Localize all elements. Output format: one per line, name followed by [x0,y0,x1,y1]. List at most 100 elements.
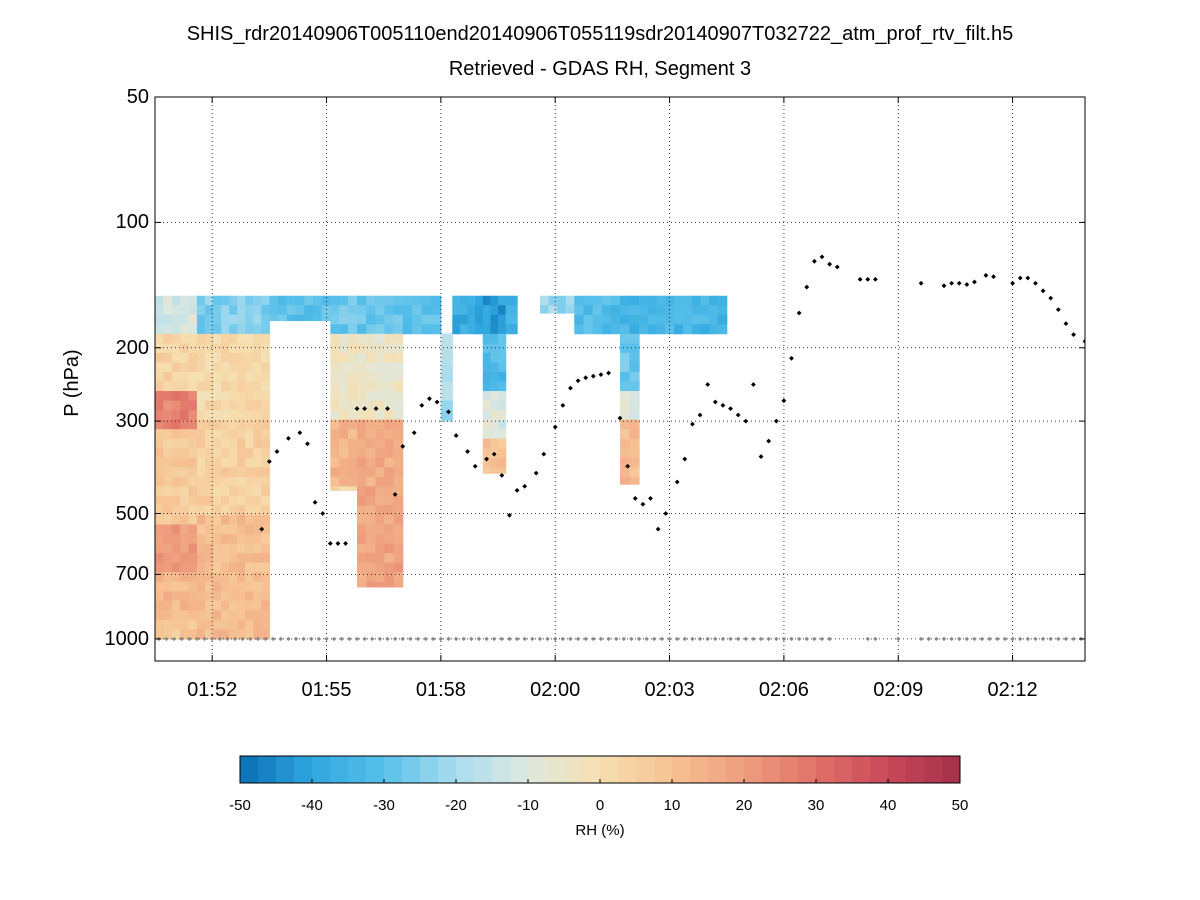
colorbar-segment [762,756,781,783]
heatmap-cell [253,514,262,526]
heatmap-region [505,295,518,335]
heatmap-cell [213,324,222,335]
heatmap-cell [629,343,640,354]
heatmap-cell [357,486,367,497]
heatmap-cell [221,429,230,440]
heatmap-cell [171,419,181,430]
heatmap-cell [188,467,198,478]
heatmap-cell [700,295,710,306]
colorbar-segment [564,756,583,783]
heatmap-cell [375,400,386,411]
heatmap-cell [171,343,181,354]
heatmap-cell [261,534,270,545]
heatmap-cell [204,457,214,468]
heatmap-cell [163,381,173,392]
heatmap-cell [253,457,262,468]
colorbar-segment [654,756,673,783]
heatmap-cell [482,410,492,421]
heatmap-cell [245,410,254,421]
heatmap-cell [665,314,675,325]
cloud-top-marker [682,456,688,462]
cloud-top-marker [343,541,348,546]
heatmap-cell [188,591,198,602]
heatmap-cell [321,305,331,316]
cloud-top-marker [419,402,425,408]
y-tick-label: 700 [115,563,149,586]
heatmap-cell [188,610,198,621]
heatmap-cell [204,524,214,535]
heatmap-cell [213,476,222,487]
surface-marker [758,636,764,642]
heatmap-cell [245,495,254,507]
colorbar-tick-label: 40 [879,797,897,814]
heatmap-cell [348,457,358,468]
surface-marker [789,636,794,642]
cloud-top-marker [1048,295,1054,301]
heatmap-cell [330,400,340,411]
heatmap-cell [498,438,507,449]
heatmap-cell [620,467,631,478]
heatmap-cell [188,553,198,564]
heatmap-cell [171,391,181,402]
y-tick-label: 50 [126,86,149,108]
heatmap-cell [366,543,376,554]
heatmap-cell [155,343,164,354]
heatmap-cell [384,324,395,335]
heatmap-cell [245,381,254,392]
heatmap-cell [204,419,214,430]
heatmap-cell [155,534,164,545]
heatmap-cell [620,362,631,373]
heatmap-region [620,295,640,485]
heatmap-cell [221,629,230,640]
heatmap-cell [674,314,684,325]
heatmap-cell [647,295,658,306]
heatmap-cell [452,305,461,316]
heatmap-cell [229,486,238,497]
heatmap-cell [375,467,386,478]
heatmap-cell [245,352,254,364]
heatmap-cell [221,410,230,421]
heatmap-cell [629,400,640,411]
heatmap-cell [180,600,190,611]
heatmap-cell [229,600,238,611]
heatmap-cell [339,333,349,344]
cloud-top-marker [1082,338,1085,344]
surface-marker [286,636,291,642]
heatmap-cell [339,343,349,354]
heatmap-cell [253,438,262,449]
heatmap-cell [155,591,164,602]
heatmap-cell [237,438,246,449]
heatmap-cell [261,429,270,440]
heatmap-cell [204,514,214,526]
heatmap-cell [620,305,631,316]
heatmap-cell [155,429,164,440]
heatmap-cell [421,314,432,325]
heatmap-cell [237,333,246,344]
heatmap-cell [253,371,262,383]
heatmap-cell [204,467,214,478]
heatmap-cell [393,333,404,344]
heatmap-cell [180,391,190,402]
heatmap-cell [245,400,254,411]
heatmap-cell [245,619,254,630]
heatmap-cell [375,410,386,421]
surface-marker [606,636,611,642]
heatmap-cell [245,314,254,325]
heatmap-cell [245,553,254,564]
heatmap-cell [245,581,254,592]
cloud-top-marker [552,424,558,430]
heatmap-cell [375,581,386,588]
cloud-top-marker [728,406,733,412]
heatmap-cell [171,333,181,344]
heatmap-cell [245,448,254,459]
heatmap-cell [180,410,190,421]
heatmap-cell [375,524,386,535]
heatmap-cell [213,534,222,545]
cloud-top-marker [507,512,512,518]
surface-marker [697,636,703,642]
heatmap-cell [482,305,492,316]
cloud-top-marker [648,496,653,501]
surface-marker [659,636,665,642]
heatmap-cell [245,629,254,640]
heatmap-cell [196,419,206,430]
